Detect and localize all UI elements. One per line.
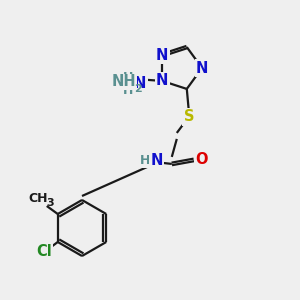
Text: Cl: Cl — [36, 244, 52, 260]
Text: N: N — [151, 153, 163, 168]
Text: NH: NH — [112, 74, 136, 89]
Text: H: H — [123, 84, 134, 98]
Text: O: O — [196, 152, 208, 167]
Text: 2: 2 — [134, 84, 142, 94]
Text: H: H — [123, 71, 134, 84]
Text: N: N — [156, 48, 168, 63]
Text: S: S — [184, 110, 194, 124]
Text: N: N — [134, 76, 146, 92]
Text: N: N — [156, 74, 168, 88]
Text: H: H — [140, 154, 150, 167]
Text: CH: CH — [28, 191, 47, 205]
Text: N: N — [196, 61, 208, 76]
Text: 3: 3 — [46, 198, 54, 208]
